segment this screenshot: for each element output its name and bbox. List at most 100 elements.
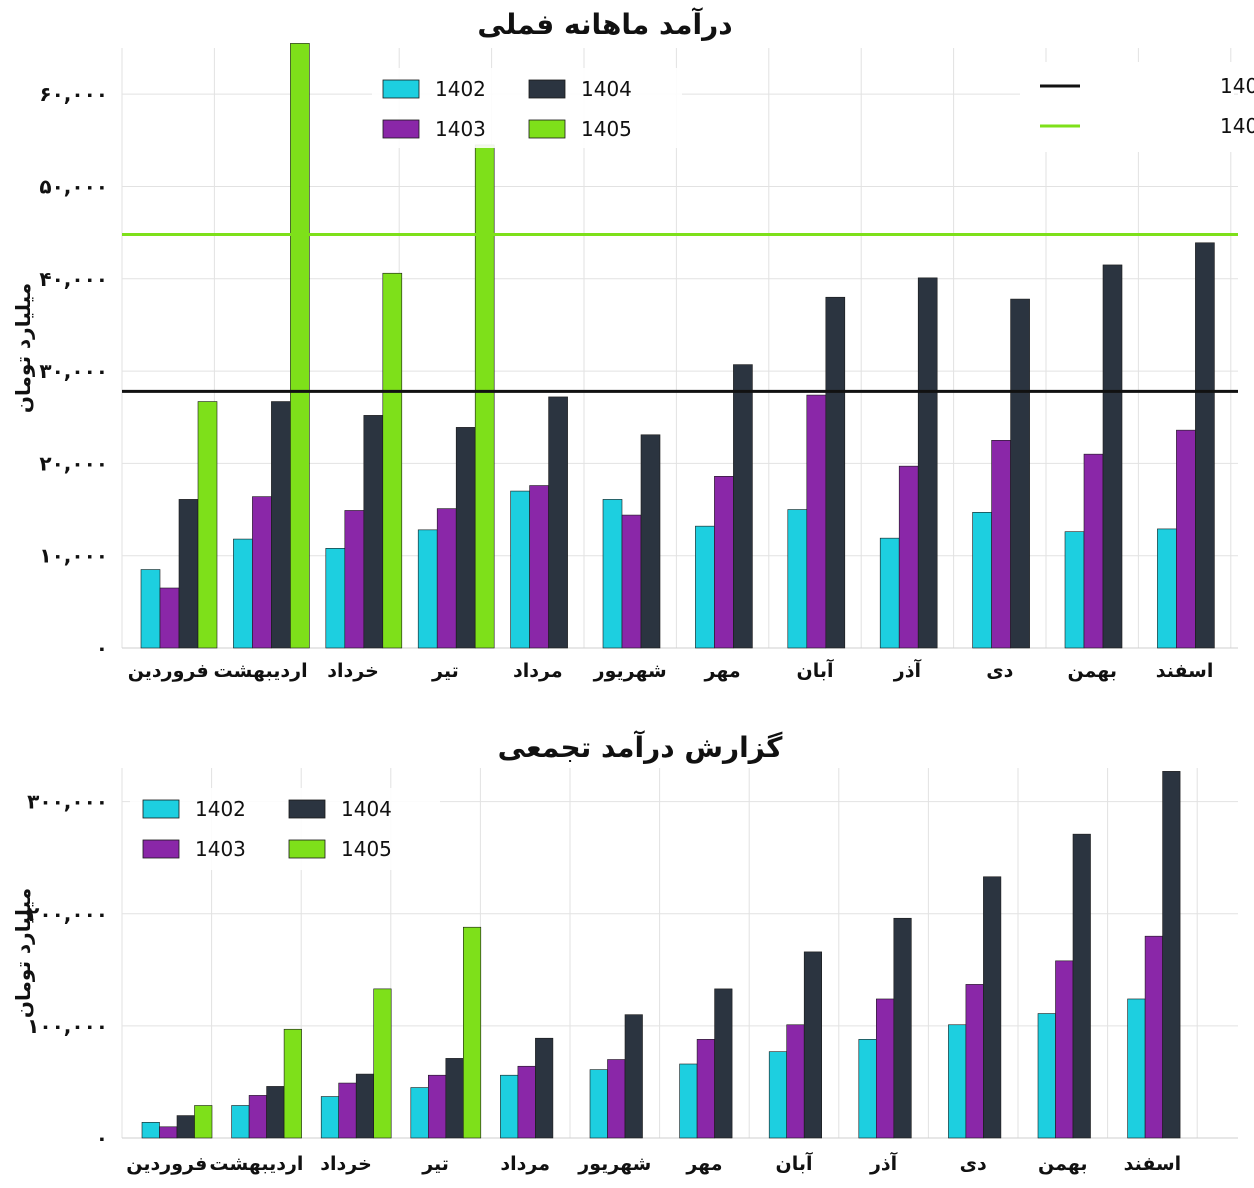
legend-background [130,788,440,870]
y-tick-label: ۳۰,۰۰۰ [39,359,108,383]
y-axis-label: میلیارد تومان [11,283,35,413]
bar-1403-6 [621,514,642,649]
legend-label-1403: 1403 [195,837,246,861]
chart-title: درآمد ماهانه فملی [477,7,732,41]
bar-1402-1 [140,569,161,649]
bar-1404-10 [1010,298,1030,649]
bar-1403-10 [991,440,1011,649]
bar-1404-11 [1102,264,1123,649]
bar-1402-2 [233,538,253,649]
bar-1404-6 [640,434,661,649]
bar-1403-12 [1176,429,1196,649]
x-category-label: بهمن [1038,1153,1088,1175]
legend-label-1402: 1402 [195,797,246,821]
reference-legend: میانگین 1404 میانگین 1405 [1040,74,1254,138]
x-category-label: شهریور [577,1153,651,1175]
legend-swatch-1405 [528,119,566,139]
bar-1404-5 [535,1037,554,1139]
legend-swatch-1402 [142,799,180,819]
monthly-revenue-chart: ۰ ۱۰,۰۰۰ ۲۰,۰۰۰ ۳۰,۰۰۰ ۴۰,۰۰۰ ۵۰,۰۰۰ ۶۰,۰۰۰ میل… [11,7,1254,682]
y-tick-label: ۴۰,۰۰۰ [39,267,108,291]
legend-background [372,68,682,148]
bar-1402-7 [679,1063,698,1139]
bar-1402-7 [695,525,715,649]
bar-1402-5 [500,1074,519,1139]
bar-1404-3 [355,1073,375,1139]
bar-1404-7 [733,364,753,649]
legend-swatch-1402 [382,79,420,99]
x-category-label: آبان [776,1151,813,1175]
y-tick-label: ۲۰۰,۰۰۰ [27,902,108,926]
bar-1404-2 [271,401,291,649]
bar-1404-9 [917,277,938,649]
x-category-label: تیر [431,660,459,682]
legend-label-1402: 1402 [435,77,486,101]
y-tick-label: ۶۰,۰۰۰ [39,82,108,106]
bar-1402-11 [1037,1013,1056,1139]
bar-1402-1 [141,1122,160,1139]
bar-1402-12 [1127,998,1146,1139]
y-tick-label: ۰ [96,1126,108,1150]
legend-label-1404: 1404 [581,77,632,101]
bar-1405-2 [290,43,310,649]
y-tick-label: ۳۰۰,۰۰۰ [27,790,108,814]
x-category-label: اردیبهشت [214,660,308,682]
bar-1402-10 [948,1024,967,1139]
y-tick-label: ۱۰,۰۰۰ [39,544,108,568]
legend-swatch-1405 [288,839,326,859]
legend-swatch-1403 [142,839,180,859]
bar-1403-1 [159,1126,178,1139]
y-tick-label: ۲۰,۰۰۰ [39,451,108,475]
legend-swatch-1403 [382,119,420,139]
bar-1402-8 [768,1051,788,1139]
legend-label-1403: 1403 [435,117,486,141]
chart-title: گزارش درآمد تجمعی [498,730,783,764]
x-category-label: مهر [685,1153,722,1175]
x-category-label: آبان [797,658,834,682]
bar-1403-9 [875,998,895,1139]
bar-1402-4 [417,529,438,649]
y-tick-label: ۱۰۰,۰۰۰ [27,1014,108,1038]
bar-1404-12 [1195,242,1215,649]
legend-label-1404: 1404 [341,797,392,821]
bar-1405-3 [382,272,403,649]
bar-1403-4 [427,1074,447,1139]
bar-1404-5 [548,396,568,649]
bar-1402-8 [787,509,808,649]
y-axis-label: میلیارد تومان [11,888,35,1018]
bar-1403-6 [607,1059,626,1139]
bar-1403-12 [1144,935,1163,1139]
cumulative-revenue-chart: ۰ ۱۰۰,۰۰۰ ۲۰۰,۰۰۰ ۳۰۰,۰۰۰ میلیارد تومان گزارش… [11,730,1238,1175]
bar-1404-8 [825,296,846,649]
bar-1404-11 [1072,833,1091,1139]
series-legend: 1402 1404 1403 1405 [382,77,632,141]
bar-1403-8 [786,1024,805,1139]
bar-1404-12 [1162,771,1181,1139]
bar-1405-3 [373,988,392,1139]
bar-1403-9 [898,465,919,649]
x-category-label: آذر [869,1151,898,1175]
bar-1403-8 [806,394,827,649]
reference-legend-label-2: میانگین 1405 [1220,114,1254,138]
legend-label-1405: 1405 [341,837,392,861]
bar-1404-3 [363,415,384,649]
y-tick-label: ۵۰,۰۰۰ [39,174,108,198]
x-category-label: آذر [893,658,922,682]
bar-1402-4 [410,1087,429,1139]
legend-swatch-1404 [288,799,326,819]
x-category-label: بهمن [1067,660,1117,682]
bar-1403-4 [436,508,457,649]
bars [140,43,1215,649]
bar-1404-6 [624,1014,643,1139]
bar-1404-7 [714,988,733,1139]
x-category-label: مرداد [513,660,563,682]
x-category-label: مرداد [500,1153,550,1175]
bar-1402-6 [589,1069,608,1139]
bar-1404-9 [893,917,912,1139]
x-category-label: اسفند [1156,660,1214,682]
bar-1403-3 [338,1082,357,1139]
bar-1403-5 [517,1065,536,1139]
y-tick-label: ۰ [96,636,108,660]
bar-1404-10 [983,876,1002,1139]
